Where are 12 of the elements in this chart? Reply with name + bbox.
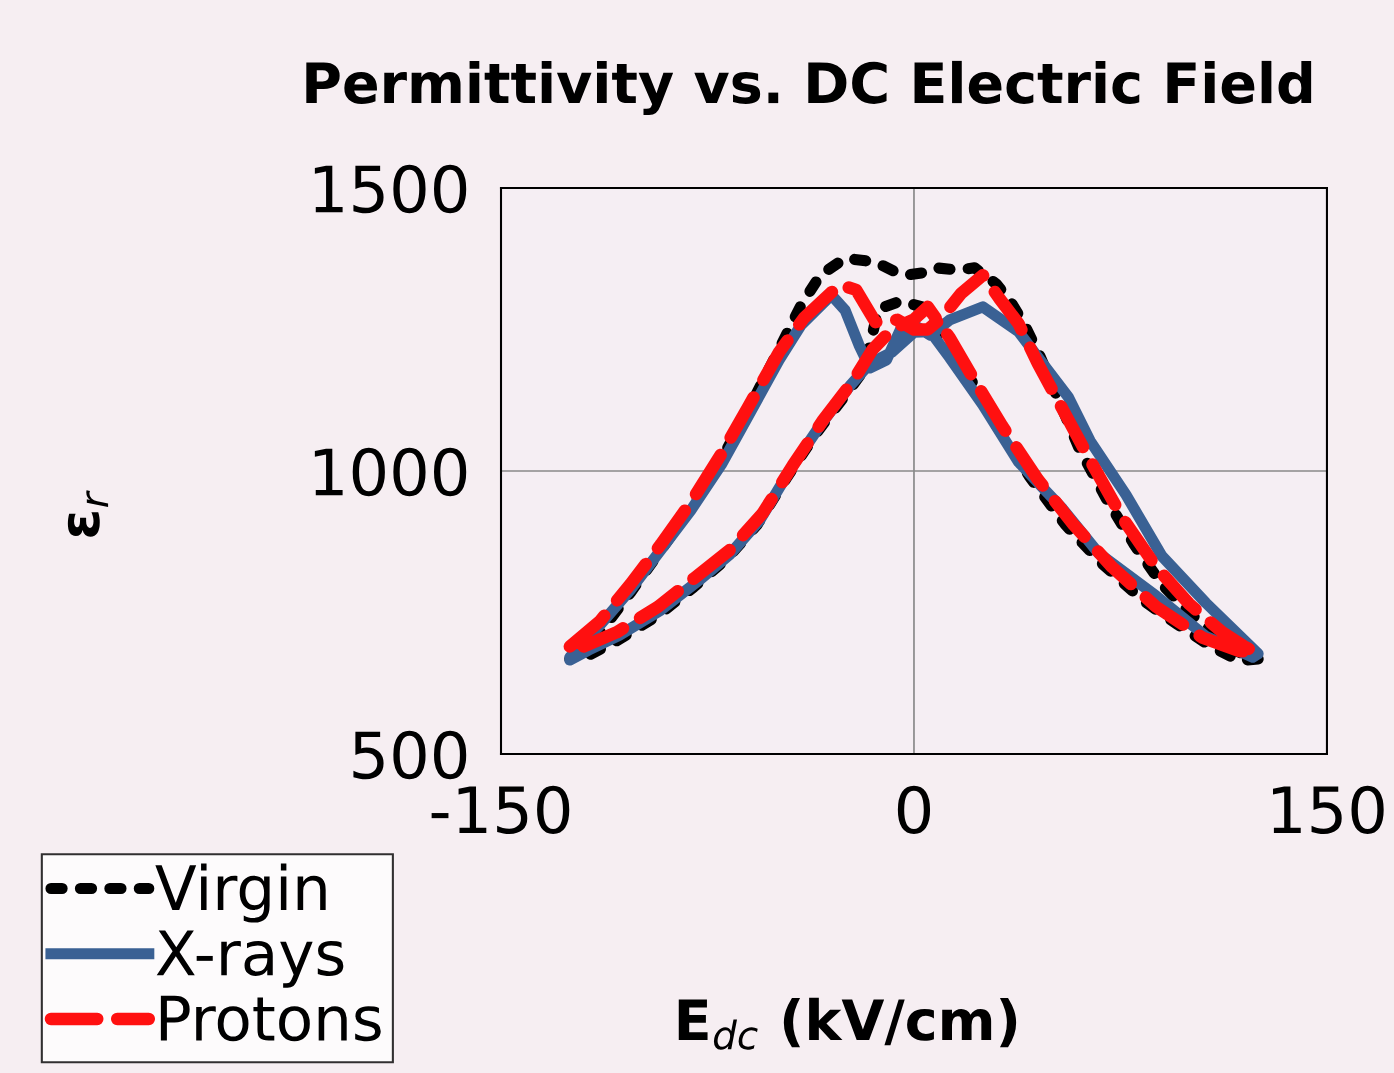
legend-label: X-rays	[156, 930, 344, 988]
y-tick-label: 1000	[314, 447, 467, 497]
y-axis-title: ε$_{r}$	[67, 490, 109, 537]
x-tick-label: -150	[431, 785, 570, 835]
chart-title: Permittivity vs. DC Electric Field	[306, 60, 1312, 116]
x-tick-label: 150	[1272, 785, 1384, 835]
x-axis-title: E$_{dc}$ (kV/cm)	[678, 997, 1017, 1050]
x-tick-label: 0	[897, 785, 931, 835]
legend-label: Virgin	[155, 863, 326, 923]
legend-label: Protons	[160, 995, 381, 1042]
y-tick-label: 1500	[314, 164, 467, 214]
y-tick-label: 500	[353, 730, 467, 780]
